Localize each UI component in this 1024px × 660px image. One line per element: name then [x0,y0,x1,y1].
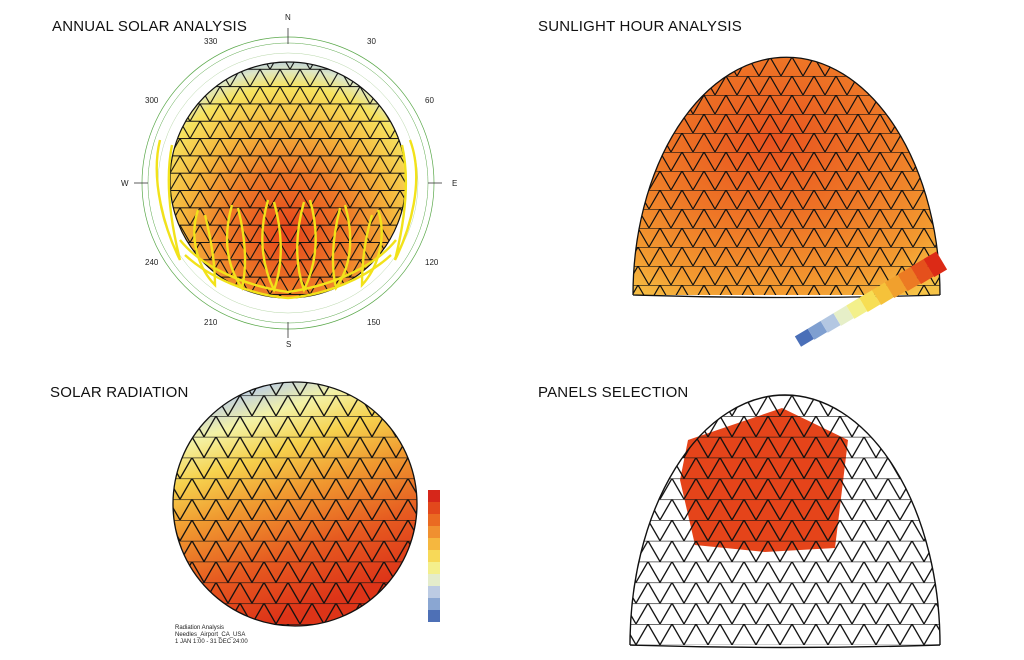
compass-north-label: N [285,13,291,22]
radiation-legend-swatch [428,514,440,526]
sunlight-legend-swatch [846,297,868,319]
compass-30-label: 30 [367,37,376,46]
radiation-legend-swatch [428,538,440,550]
panels-dome-base [629,644,941,649]
radiation-legend-swatch [428,562,440,574]
sunlight-legend-swatch [884,274,908,299]
compass-60-label: 60 [425,96,434,105]
compass-150-label: 150 [367,318,381,327]
compass-240-label: 240 [145,258,159,267]
compass-330-label: 330 [204,37,218,46]
annual-solar-diagram: N S E W 330 30 60 300 120 240 150 210 [121,13,457,349]
compass-300-label: 300 [145,96,159,105]
radiation-caption: Radiation Analysis Needles_Airport_CA_US… [175,625,248,646]
sunlight-legend-swatch [923,251,948,278]
annual-dome-lattice [170,62,406,298]
sunlight-hour-diagram [632,56,948,347]
compass-south-label: S [286,340,291,349]
compass-ticks [134,28,442,338]
annual-analysis-title: ANNUAL SOLAR ANALYSIS [52,18,248,35]
radiation-legend-swatch [428,598,440,610]
compass-east-label: E [452,179,457,188]
sunlight-legend-swatch [820,313,841,333]
radiation-caption-line3: 1 JAN 1:00 - 31 DEC 24:00 [175,639,248,645]
sunlight-legend-swatch [833,305,854,326]
sunlight-analysis-title: SUNLIGHT HOUR ANALYSIS [538,18,742,35]
sunlight-legend-swatch [910,259,934,285]
compass-210-label: 210 [204,318,218,327]
radiation-legend-swatch [428,490,440,502]
radiation-legend-swatch [428,502,440,514]
sunlight-legend-swatch [871,282,894,305]
radiation-sphere-outline [172,381,418,627]
radiation-legend-swatch [428,610,440,622]
sunlight-legend-swatch [794,328,814,347]
radiation-legend [428,490,440,622]
radiation-legend-swatch [428,574,440,586]
sunlight-legend-swatch [897,266,921,292]
sunlight-legend-swatch [807,320,828,340]
compass-120-label: 120 [425,258,439,267]
sunlight-dome-outline [632,56,941,296]
panels-selection-title: PANELS SELECTION [538,384,689,401]
sunlight-legend [794,251,948,347]
panels-selection-diagram [629,394,941,649]
solar-radiation-title: SOLAR RADIATION [50,384,189,401]
compass-west-label: W [121,179,129,188]
radiation-sphere-lattice [173,382,417,626]
panels-dome-lattice [630,395,940,645]
radiation-legend-swatch [428,550,440,562]
sunlight-dome-base [632,294,941,299]
radiation-caption-line2: Needles_Airport_CA_USA [175,632,246,638]
radiation-legend-swatch [428,586,440,598]
sunlight-legend-swatch [859,290,881,312]
sunlight-dome-lattice [633,57,940,296]
solar-radiation-diagram [172,381,440,627]
radiation-legend-swatch [428,526,440,538]
sun-path-lines [155,139,418,300]
radiation-caption-line1: Radiation Analysis [175,625,225,631]
panels-dome-outline [629,394,941,646]
